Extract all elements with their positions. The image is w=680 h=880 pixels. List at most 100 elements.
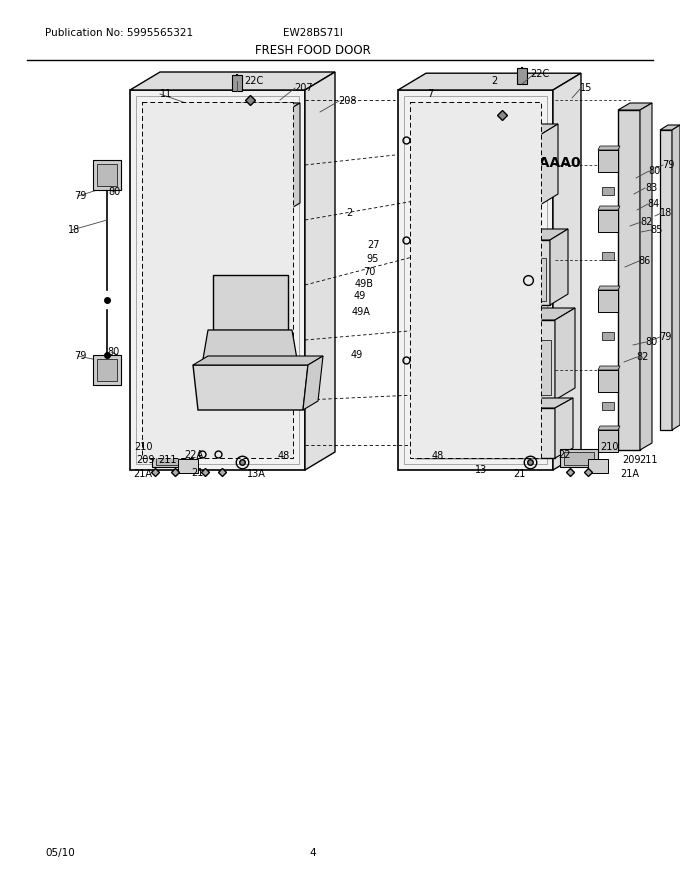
Text: 49A: 49A	[352, 307, 371, 317]
Text: 49B: 49B	[355, 279, 374, 289]
Text: 70: 70	[363, 267, 375, 277]
Text: 210: 210	[134, 442, 152, 452]
Bar	[598, 150, 618, 172]
Text: 79: 79	[74, 351, 86, 361]
Polygon shape	[618, 103, 652, 110]
Text: 86: 86	[638, 256, 650, 266]
Text: 80: 80	[108, 187, 120, 197]
Polygon shape	[220, 103, 300, 115]
Text: 21A: 21A	[133, 469, 152, 479]
Text: 82: 82	[640, 217, 652, 227]
Polygon shape	[425, 124, 558, 135]
Bar	[97, 359, 117, 381]
Polygon shape	[425, 320, 555, 400]
Polygon shape	[142, 102, 293, 458]
Bar	[152, 449, 190, 467]
Text: FRESH FOOD DOOR: FRESH FOOD DOOR	[255, 44, 371, 57]
Text: 79: 79	[74, 191, 86, 201]
Bar	[404, 96, 547, 464]
Text: 211: 211	[158, 455, 177, 465]
Bar	[93, 160, 121, 190]
Text: 7: 7	[427, 89, 433, 99]
Bar	[564, 452, 594, 465]
Polygon shape	[220, 115, 280, 215]
Text: 83: 83	[645, 183, 658, 193]
Bar	[234, 177, 264, 205]
Polygon shape	[202, 330, 298, 365]
Text: 2: 2	[491, 76, 497, 86]
Bar	[598, 210, 618, 232]
Bar	[136, 96, 299, 464]
Polygon shape	[660, 125, 680, 130]
Polygon shape	[550, 229, 568, 305]
Bar	[602, 402, 614, 410]
Polygon shape	[430, 240, 550, 305]
Polygon shape	[425, 308, 575, 320]
Text: 209: 209	[622, 455, 641, 465]
Text: 22C: 22C	[530, 69, 549, 79]
Polygon shape	[598, 206, 620, 210]
Text: 13A: 13A	[247, 469, 266, 479]
Text: 95: 95	[366, 254, 378, 264]
Polygon shape	[280, 103, 300, 215]
Text: 79: 79	[662, 160, 675, 170]
Bar	[93, 355, 121, 385]
Text: 80: 80	[645, 337, 658, 347]
Bar	[598, 430, 618, 452]
Bar	[598, 370, 618, 392]
Text: 05/10: 05/10	[45, 848, 75, 858]
Polygon shape	[540, 124, 558, 205]
Bar	[429, 155, 536, 201]
Polygon shape	[305, 72, 335, 470]
Polygon shape	[598, 146, 620, 150]
Text: 4: 4	[309, 848, 316, 858]
Bar	[560, 449, 598, 467]
Polygon shape	[553, 73, 581, 470]
Polygon shape	[193, 356, 323, 365]
Bar	[232, 75, 242, 91]
Text: 18: 18	[660, 208, 673, 218]
Text: 15: 15	[580, 83, 592, 93]
Bar	[602, 187, 614, 195]
Text: 21: 21	[513, 469, 526, 479]
Text: 210: 210	[600, 442, 619, 452]
Text: 84: 84	[647, 199, 659, 209]
Polygon shape	[410, 102, 541, 458]
Text: 80: 80	[648, 166, 660, 176]
Text: 80: 80	[107, 347, 119, 357]
Polygon shape	[213, 275, 288, 330]
Text: 22C: 22C	[244, 76, 263, 86]
Polygon shape	[555, 398, 573, 458]
Polygon shape	[598, 286, 620, 290]
Bar	[97, 164, 117, 186]
Text: 21: 21	[191, 468, 203, 478]
Polygon shape	[415, 398, 573, 408]
Polygon shape	[672, 125, 680, 430]
Bar	[434, 258, 546, 301]
Bar	[588, 459, 608, 473]
Polygon shape	[430, 229, 568, 240]
Text: 85: 85	[650, 225, 662, 235]
Text: 21A: 21A	[620, 469, 639, 479]
Text: 22A: 22A	[184, 450, 203, 460]
Polygon shape	[555, 308, 575, 400]
Text: 208: 208	[338, 96, 356, 106]
Bar	[222, 280, 278, 325]
Bar	[228, 125, 272, 170]
Text: 207: 207	[294, 83, 313, 93]
Polygon shape	[415, 408, 555, 458]
Polygon shape	[398, 90, 553, 470]
Polygon shape	[598, 366, 620, 370]
Text: 209: 209	[136, 455, 154, 465]
Polygon shape	[303, 356, 323, 410]
Polygon shape	[130, 90, 305, 470]
Text: 49: 49	[351, 350, 363, 360]
Text: 48: 48	[278, 451, 290, 461]
Bar	[602, 252, 614, 260]
Text: 2: 2	[346, 208, 352, 218]
Bar	[598, 290, 618, 312]
Text: 13: 13	[475, 465, 488, 475]
Text: 49: 49	[354, 291, 367, 301]
Text: 82: 82	[636, 352, 648, 362]
Polygon shape	[425, 135, 540, 205]
